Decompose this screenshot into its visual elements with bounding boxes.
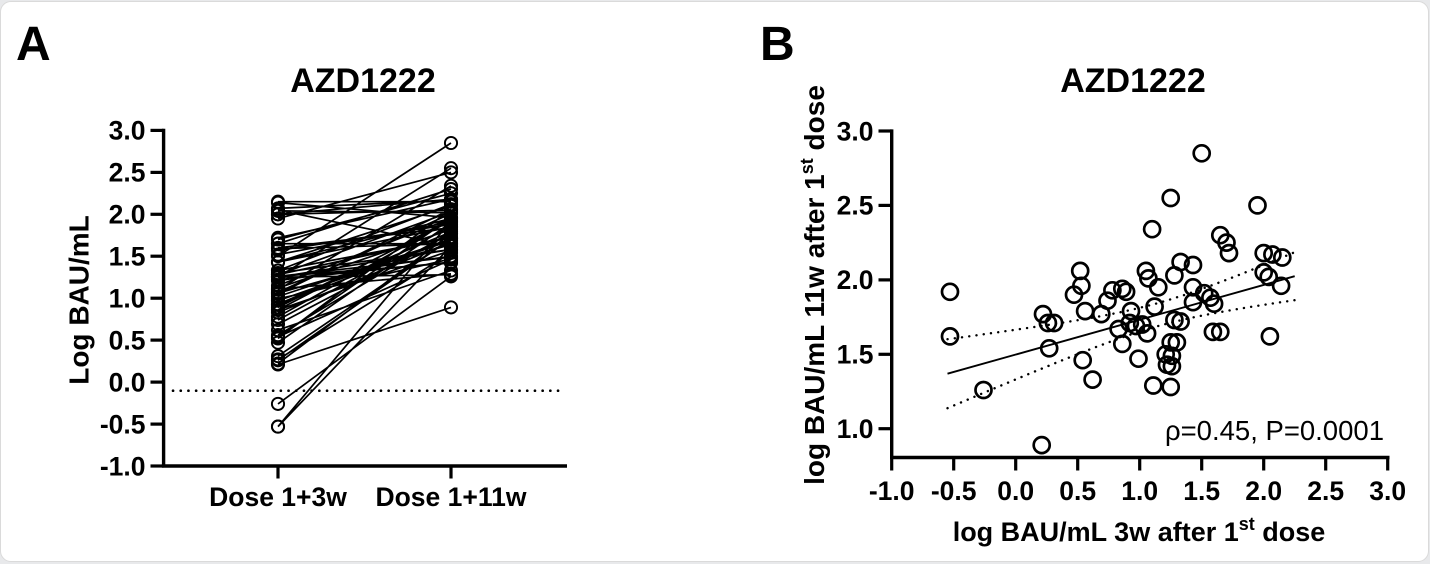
svg-text:2.0: 2.0 <box>837 265 874 295</box>
svg-text:AZD1222: AZD1222 <box>290 62 436 100</box>
svg-text:A: A <box>16 18 51 71</box>
svg-text:2.0: 2.0 <box>1245 476 1282 506</box>
svg-text:1.0: 1.0 <box>109 284 146 314</box>
svg-text:-0.5: -0.5 <box>100 409 146 439</box>
svg-text:AZD1222: AZD1222 <box>1060 62 1206 100</box>
svg-text:-1.0: -1.0 <box>869 476 915 506</box>
svg-text:Dose 1+11w: Dose 1+11w <box>375 482 526 512</box>
svg-text:0.5: 0.5 <box>1059 476 1096 506</box>
svg-text:ρ=0.45, P=0.0001: ρ=0.45, P=0.0001 <box>1165 415 1384 446</box>
svg-text:log BAU/mL 3w after 1st dose: log BAU/mL 3w after 1st dose <box>953 514 1326 547</box>
svg-text:0.0: 0.0 <box>997 476 1034 506</box>
svg-text:B: B <box>760 18 795 71</box>
svg-text:1.0: 1.0 <box>1121 476 1158 506</box>
svg-text:3.0: 3.0 <box>837 116 874 146</box>
svg-text:3.0: 3.0 <box>1369 476 1406 506</box>
svg-text:0.0: 0.0 <box>109 367 146 397</box>
svg-text:log BAU/mL 11w after 1st dose: log BAU/mL 11w after 1st dose <box>797 85 830 485</box>
svg-text:2.5: 2.5 <box>837 191 874 221</box>
svg-text:Log BAU/mL: Log BAU/mL <box>63 215 94 385</box>
svg-text:1.5: 1.5 <box>109 242 146 272</box>
svg-text:-0.5: -0.5 <box>931 476 977 506</box>
svg-text:1.5: 1.5 <box>837 340 874 370</box>
svg-text:1.0: 1.0 <box>837 414 874 444</box>
svg-text:2.5: 2.5 <box>109 158 146 188</box>
svg-text:2.5: 2.5 <box>1307 476 1344 506</box>
svg-text:1.5: 1.5 <box>1183 476 1220 506</box>
svg-text:-1.0: -1.0 <box>100 451 146 481</box>
svg-text:Dose 1+3w: Dose 1+3w <box>209 482 347 512</box>
svg-text:0.5: 0.5 <box>109 325 146 355</box>
svg-text:3.0: 3.0 <box>109 116 146 146</box>
svg-text:2.0: 2.0 <box>109 200 146 230</box>
